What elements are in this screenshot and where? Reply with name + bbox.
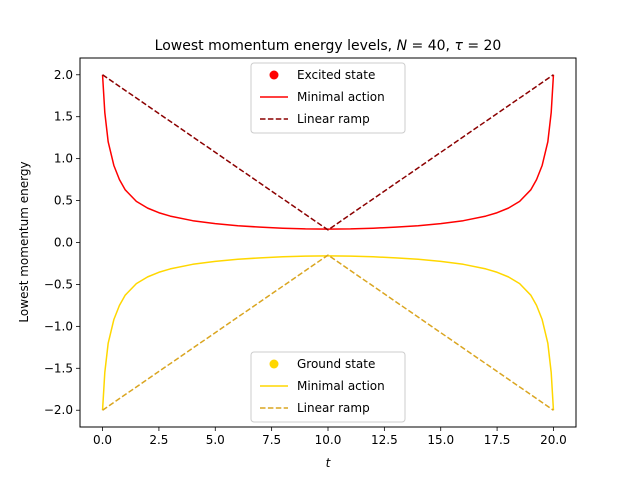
legend-box bbox=[250, 351, 406, 423]
y-tick-label: 0.0 bbox=[54, 236, 73, 250]
legend-entry-label: Ground state bbox=[297, 357, 375, 371]
x-tick-label: 15.0 bbox=[427, 433, 454, 447]
x-tick-label: 2.5 bbox=[149, 433, 168, 447]
axis-ticks: 0.0 2.5 5.0 7.5 10.0 12.5 15.0 17.5 20.0 −2.0 −1.5… bbox=[44, 68, 567, 447]
y-tick-label: −1.5 bbox=[44, 361, 73, 375]
y-tick-label: 1.0 bbox=[54, 152, 73, 166]
x-tick-label: 10.0 bbox=[315, 433, 342, 447]
legend-ground-state: Ground state Minimal action Linear ramp bbox=[250, 351, 406, 423]
legend-entry-label: Minimal action bbox=[297, 90, 385, 104]
x-tick-label: 5.0 bbox=[206, 433, 225, 447]
legend-excited-state: Excited state Minimal action Linear ramp bbox=[250, 62, 406, 134]
x-tick-label: 7.5 bbox=[262, 433, 281, 447]
legend-entry-label: Minimal action bbox=[297, 379, 385, 393]
x-axis-label: t bbox=[326, 456, 332, 470]
legend-entry-label: Linear ramp bbox=[297, 401, 370, 415]
x-tick-label: 17.5 bbox=[484, 433, 511, 447]
chart-title: Lowest momentum energy levels, N = 40, τ… bbox=[155, 38, 502, 54]
series-ground-linear-ramp-line bbox=[102, 254, 554, 411]
plot-lines bbox=[101, 74, 555, 411]
axes-frame bbox=[79, 57, 577, 428]
y-tick-label: 2.0 bbox=[54, 68, 73, 82]
y-axis-label: Lowest momentum energy bbox=[17, 161, 31, 322]
legend-entry-label: Excited state bbox=[297, 68, 375, 82]
y-tick-label: −0.5 bbox=[44, 277, 73, 291]
x-tick-label: 0.0 bbox=[93, 433, 112, 447]
y-tick-label: −2.0 bbox=[44, 403, 73, 417]
y-tick-label: 0.5 bbox=[54, 194, 73, 208]
legend-marker-dot bbox=[269, 359, 279, 369]
legend-entry-label: Linear ramp bbox=[297, 112, 370, 126]
y-tick-label: 1.5 bbox=[54, 110, 73, 124]
series-excited-linear-ramp-line bbox=[102, 74, 554, 231]
legend-marker-dot bbox=[269, 70, 279, 80]
legend-box bbox=[250, 62, 406, 134]
x-tick-label: 20.0 bbox=[540, 433, 567, 447]
y-tick-label: −1.0 bbox=[44, 319, 73, 333]
x-tick-label: 12.5 bbox=[371, 433, 398, 447]
